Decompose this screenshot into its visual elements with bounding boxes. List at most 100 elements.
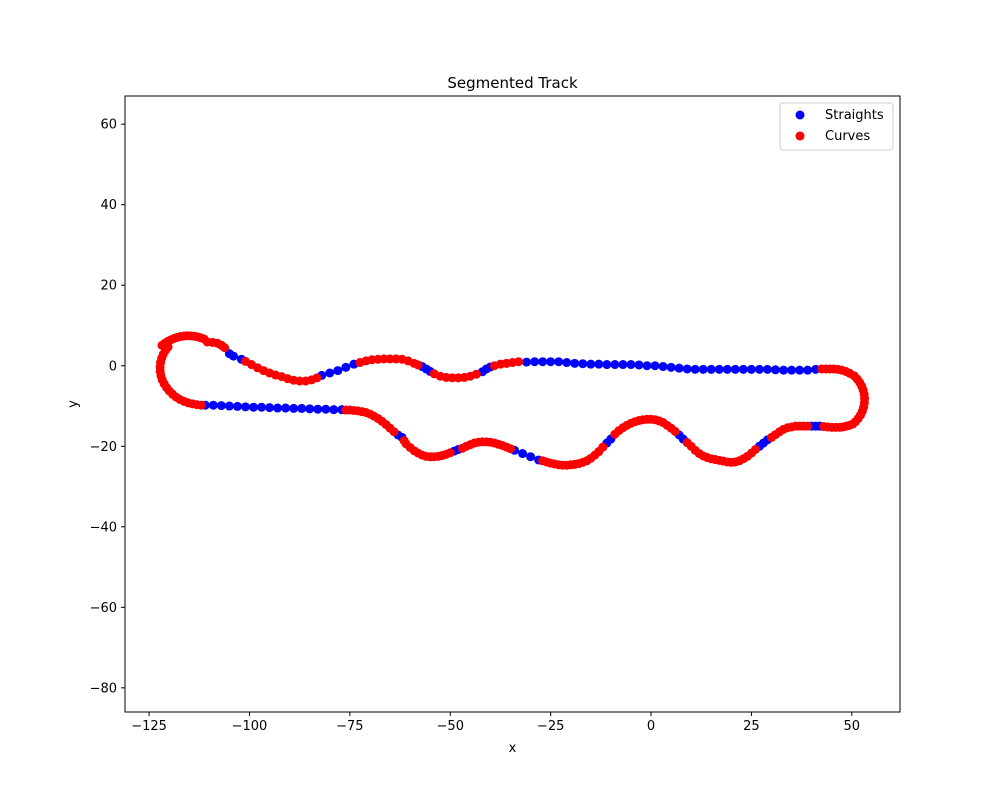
curve-point-158 [457, 443, 467, 453]
y-tick-label: −60 [90, 601, 117, 616]
curve-point-129 [610, 429, 620, 439]
straight-point-48 [795, 365, 805, 375]
y-tick-label: −80 [90, 681, 117, 696]
straight-point-66 [297, 403, 307, 413]
plot-frame [124, 95, 901, 713]
x-axis: −125 −100 −75 −50 −25 0 25 50 [131, 712, 860, 734]
straight-point-28 [634, 360, 644, 370]
y-tick-label: 20 [100, 279, 117, 294]
straight-point-61 [257, 402, 267, 412]
x-axis-label: x [509, 741, 517, 756]
straight-point-39 [722, 364, 732, 374]
straight-point-25 [610, 360, 620, 370]
straight-point-37 [706, 364, 716, 374]
straight-point-21 [578, 359, 588, 369]
x-tick-label: −50 [437, 719, 464, 734]
curve-point-145 [538, 456, 548, 466]
straight-point-42 [746, 364, 756, 374]
x-tick-label: −125 [131, 719, 167, 734]
straight-point-29 [642, 361, 652, 371]
straight-point-58 [232, 401, 242, 411]
straight-point-68 [313, 404, 323, 414]
straight-point-5 [333, 366, 343, 376]
straight-point-30 [650, 361, 660, 371]
straight-point-31 [658, 362, 668, 372]
straight-point-24 [602, 360, 612, 370]
x-tick-label: −25 [537, 719, 564, 734]
y-tick-label: −20 [90, 440, 117, 455]
straight-point-6 [341, 362, 351, 372]
straight-point-78 [526, 452, 536, 462]
straight-point-63 [273, 403, 283, 413]
legend: Straights Curves [779, 102, 894, 151]
straight-point-44 [762, 364, 772, 374]
straight-point-18 [554, 357, 564, 367]
legend-marker-curves [795, 131, 805, 141]
straight-point-15 [530, 357, 540, 367]
legend-label-straights: Straights [825, 108, 884, 123]
curve-point-95 [767, 432, 776, 442]
straight-point-67 [305, 404, 315, 414]
straight-point-4 [325, 368, 335, 378]
curve-point-18 [220, 343, 230, 353]
straight-point-56 [216, 401, 226, 411]
straight-point-16 [538, 357, 548, 367]
straight-point-45 [771, 365, 781, 375]
y-tick-label: 0 [109, 359, 117, 374]
straight-point-65 [289, 403, 299, 413]
y-axis-label: y [66, 400, 81, 408]
straight-point-41 [738, 364, 748, 374]
y-tick-label: 60 [100, 118, 117, 133]
curve-point-184 [341, 405, 351, 415]
straight-point-33 [674, 363, 684, 373]
curve-point-204 [163, 342, 173, 352]
straight-point-35 [690, 364, 700, 374]
straight-point-22 [586, 359, 596, 369]
curve-point-31 [312, 373, 322, 383]
curve-point-50 [471, 369, 481, 379]
straight-point-19 [562, 358, 572, 368]
legend-marker-straights [795, 110, 805, 120]
straight-point-38 [714, 364, 724, 374]
straight-point-60 [249, 402, 258, 412]
straight-point-14 [522, 357, 532, 367]
straight-point-47 [787, 365, 797, 375]
legend-box [779, 102, 894, 151]
straight-point-20 [570, 358, 580, 368]
straight-point-62 [265, 403, 275, 413]
straight-point-40 [730, 364, 740, 374]
straight-point-34 [682, 364, 692, 374]
curve-point-171 [399, 436, 409, 446]
straight-point-49 [803, 365, 813, 375]
straight-point-36 [698, 364, 708, 374]
x-tick-label: −75 [336, 719, 363, 734]
curve-point-85 [819, 422, 829, 432]
straight-point-32 [666, 362, 676, 372]
curve-point-42 [413, 360, 423, 370]
straight-point-59 [240, 402, 250, 412]
straight-point-23 [594, 359, 604, 369]
straight-point-1 [228, 351, 238, 361]
x-tick-label: −100 [232, 719, 268, 734]
chart-title: Segmented Track [447, 74, 578, 92]
x-tick-label: 25 [743, 719, 760, 734]
x-tick-label: 50 [844, 719, 861, 734]
straight-point-46 [779, 365, 789, 375]
straight-point-43 [754, 364, 764, 374]
x-tick-label: 0 [647, 719, 655, 734]
straight-point-77 [518, 449, 528, 459]
y-tick-label: −40 [90, 520, 117, 535]
straight-point-17 [546, 357, 556, 367]
straight-point-64 [281, 403, 291, 413]
straight-point-26 [618, 360, 628, 370]
straight-point-69 [321, 404, 331, 414]
curve-point-55 [514, 357, 524, 367]
straight-point-57 [224, 401, 234, 411]
straight-point-55 [208, 400, 218, 410]
straight-point-27 [626, 360, 636, 370]
y-axis: −80 −60 −40 −20 0 20 40 60 [90, 118, 125, 696]
y-tick-label: 40 [100, 198, 117, 213]
straight-point-70 [329, 405, 339, 415]
data-points [155, 331, 870, 470]
